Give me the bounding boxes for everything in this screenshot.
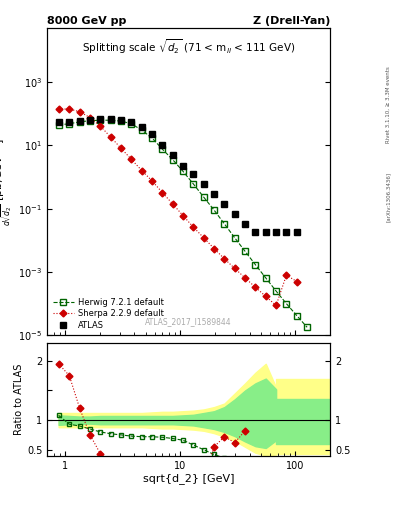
ATLAS: [181, 163, 185, 169]
Herwig 7.2.1 default: [98, 117, 103, 123]
Text: Z (Drell-Yan): Z (Drell-Yan): [253, 15, 330, 26]
Line: Sherpa 2.2.9 default: Sherpa 2.2.9 default: [56, 106, 299, 308]
ATLAS: [119, 117, 123, 123]
Sherpa 2.2.9 default: [119, 145, 123, 152]
Herwig 7.2.1 default: [191, 181, 196, 187]
Herwig 7.2.1 default: [243, 248, 248, 254]
Sherpa 2.2.9 default: [191, 224, 196, 230]
Legend: Herwig 7.2.1 default, Sherpa 2.2.9 default, ATLAS: Herwig 7.2.1 default, Sherpa 2.2.9 defau…: [51, 296, 165, 331]
Sherpa 2.2.9 default: [171, 201, 175, 207]
X-axis label: sqrt{d_2} [GeV]: sqrt{d_2} [GeV]: [143, 473, 234, 484]
ATLAS: [253, 228, 258, 234]
Herwig 7.2.1 default: [294, 312, 299, 318]
Herwig 7.2.1 default: [129, 121, 134, 127]
Sherpa 2.2.9 default: [274, 303, 279, 309]
Herwig 7.2.1 default: [67, 121, 72, 127]
ATLAS: [284, 228, 289, 234]
Sherpa 2.2.9 default: [284, 272, 289, 278]
ATLAS: [222, 201, 227, 207]
Sherpa 2.2.9 default: [88, 115, 92, 121]
Text: [arXiv:1306.3436]: [arXiv:1306.3436]: [386, 172, 391, 222]
Herwig 7.2.1 default: [160, 146, 165, 153]
ATLAS: [67, 119, 72, 125]
Herwig 7.2.1 default: [181, 168, 185, 175]
ATLAS: [274, 228, 279, 234]
Herwig 7.2.1 default: [212, 207, 217, 213]
Herwig 7.2.1 default: [119, 118, 123, 124]
ATLAS: [232, 210, 237, 217]
ATLAS: [129, 119, 134, 125]
Y-axis label: Ratio to ATLAS: Ratio to ATLAS: [14, 364, 24, 435]
Sherpa 2.2.9 default: [263, 293, 268, 300]
ATLAS: [160, 142, 165, 148]
ATLAS: [108, 116, 113, 122]
Sherpa 2.2.9 default: [129, 156, 134, 162]
Sherpa 2.2.9 default: [160, 189, 165, 196]
Herwig 7.2.1 default: [232, 235, 237, 241]
Herwig 7.2.1 default: [150, 135, 154, 141]
Y-axis label: $\frac{d\sigma}{d\sqrt{d_2}}$ [pb,GeV$^{-1}$]: $\frac{d\sigma}{d\sqrt{d_2}}$ [pb,GeV$^{…: [0, 138, 16, 226]
ATLAS: [98, 116, 103, 122]
Sherpa 2.2.9 default: [150, 178, 154, 184]
Herwig 7.2.1 default: [88, 118, 92, 124]
ATLAS: [212, 190, 217, 197]
ATLAS: [294, 228, 299, 234]
Sherpa 2.2.9 default: [77, 109, 82, 115]
Sherpa 2.2.9 default: [98, 123, 103, 130]
ATLAS: [56, 119, 61, 125]
Herwig 7.2.1 default: [56, 122, 61, 128]
ATLAS: [140, 124, 144, 130]
ATLAS: [263, 228, 268, 234]
Line: Herwig 7.2.1 default: Herwig 7.2.1 default: [56, 117, 310, 330]
Sherpa 2.2.9 default: [222, 256, 227, 262]
Sherpa 2.2.9 default: [253, 284, 258, 290]
Text: ATLAS_2017_I1589844: ATLAS_2017_I1589844: [145, 317, 232, 326]
Herwig 7.2.1 default: [253, 262, 258, 268]
Herwig 7.2.1 default: [305, 324, 309, 330]
Sherpa 2.2.9 default: [202, 235, 206, 241]
Herwig 7.2.1 default: [140, 127, 144, 133]
ATLAS: [77, 118, 82, 124]
ATLAS: [243, 221, 248, 227]
Herwig 7.2.1 default: [202, 194, 206, 200]
Text: Splitting scale $\sqrt{d_2}$ (71 < m$_{ll}$ < 111 GeV): Splitting scale $\sqrt{d_2}$ (71 < m$_{l…: [82, 37, 296, 56]
Sherpa 2.2.9 default: [56, 106, 61, 112]
ATLAS: [202, 181, 206, 187]
Sherpa 2.2.9 default: [243, 275, 248, 281]
Herwig 7.2.1 default: [171, 157, 175, 163]
ATLAS: [171, 152, 175, 158]
Sherpa 2.2.9 default: [181, 212, 185, 219]
Herwig 7.2.1 default: [284, 301, 289, 307]
Herwig 7.2.1 default: [274, 288, 279, 294]
Herwig 7.2.1 default: [263, 275, 268, 281]
Line: ATLAS: ATLAS: [55, 116, 300, 235]
Herwig 7.2.1 default: [108, 117, 113, 123]
ATLAS: [150, 132, 154, 138]
Text: Rivet 3.1.10, ≥ 3.3M events: Rivet 3.1.10, ≥ 3.3M events: [386, 67, 391, 143]
Sherpa 2.2.9 default: [232, 265, 237, 271]
Text: 8000 GeV pp: 8000 GeV pp: [47, 15, 127, 26]
ATLAS: [191, 172, 196, 178]
Sherpa 2.2.9 default: [294, 279, 299, 285]
Sherpa 2.2.9 default: [140, 167, 144, 174]
Sherpa 2.2.9 default: [67, 106, 72, 112]
Herwig 7.2.1 default: [222, 221, 227, 227]
Sherpa 2.2.9 default: [108, 134, 113, 140]
ATLAS: [88, 117, 92, 123]
Herwig 7.2.1 default: [77, 119, 82, 125]
Sherpa 2.2.9 default: [212, 245, 217, 251]
